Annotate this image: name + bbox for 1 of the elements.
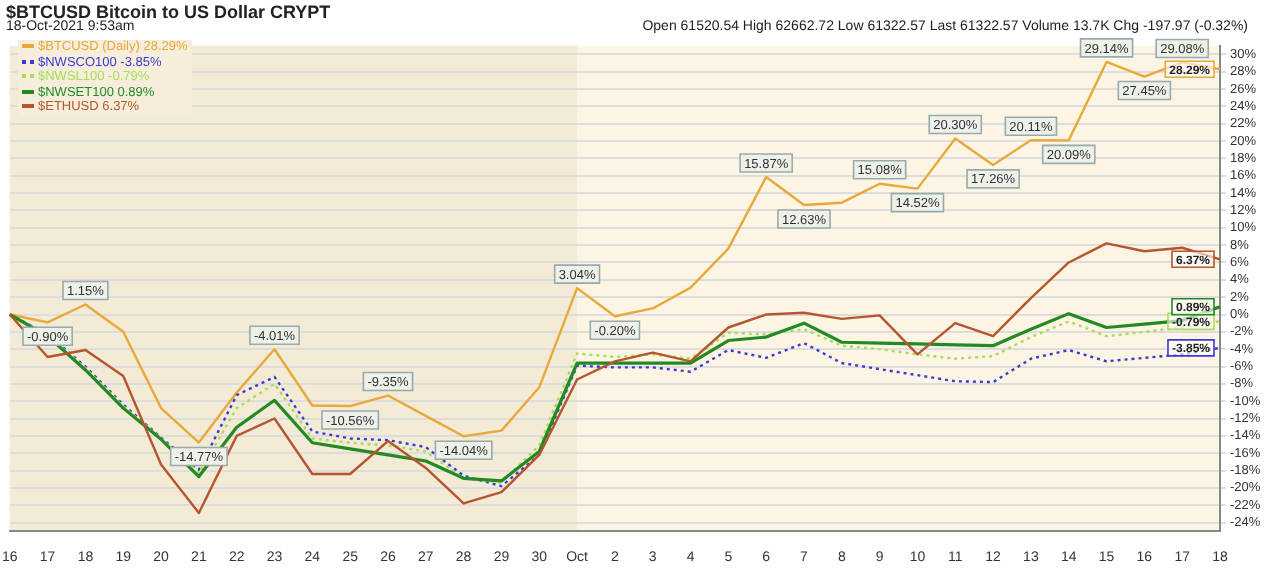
chart-title: $BTCUSD Bitcoin to US Dollar CRYPT [6, 2, 331, 22]
